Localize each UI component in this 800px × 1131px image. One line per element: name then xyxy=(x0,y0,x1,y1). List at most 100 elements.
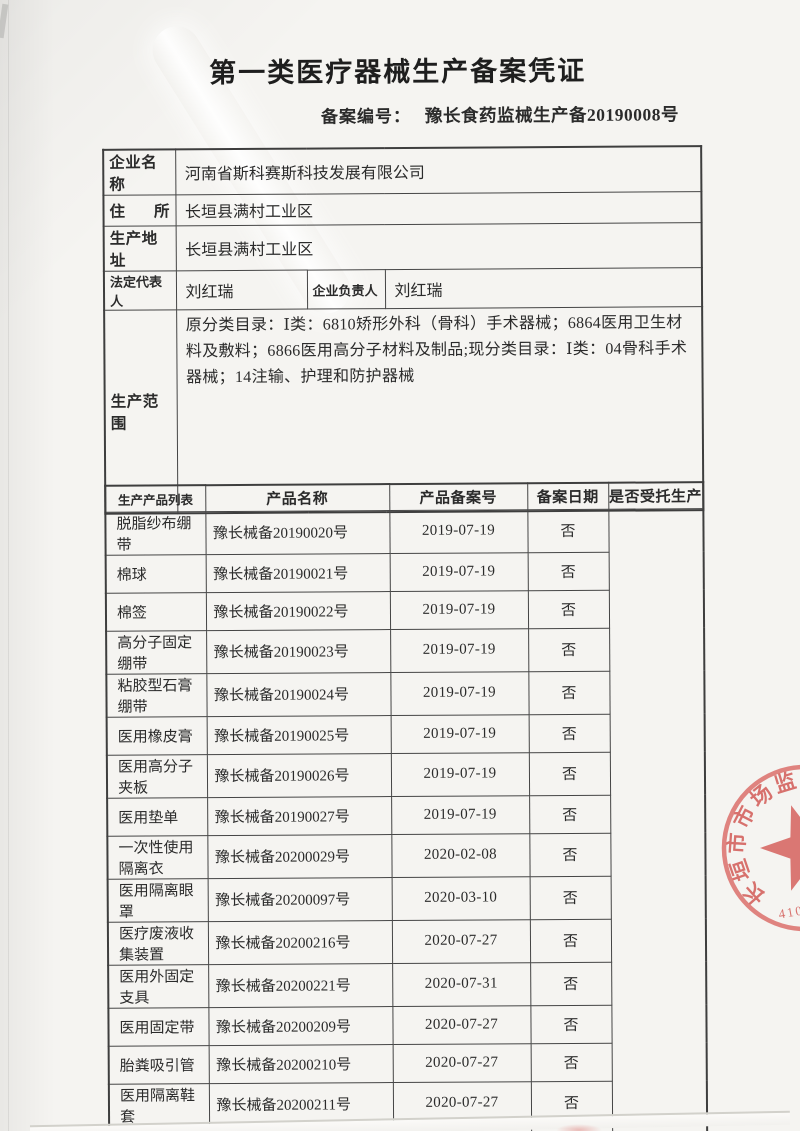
product-row: 一次性使用隔离衣 豫长械备20200029号 2020-02-08 否 xyxy=(107,832,705,879)
product-reg-no-cell: 豫长械备20190024号 xyxy=(206,672,391,717)
residence-value: 长垣县满村工业区 xyxy=(175,191,702,226)
product-name-cell: 棉签 xyxy=(105,592,207,631)
seal-star xyxy=(760,805,800,891)
product-name-cell: 棉球 xyxy=(105,554,206,593)
product-reg-no-cell: 豫长械备20190021号 xyxy=(205,553,390,593)
product-row: 医用固定带 豫长械备20200209号 2020-07-27 否 xyxy=(108,1004,706,1046)
entrusted-flag-cell: 否 xyxy=(528,627,610,672)
product-reg-no-cell: 豫长械备20190025号 xyxy=(206,715,391,755)
filing-date-cell: 2019-07-19 xyxy=(390,671,529,716)
production-address-value: 长垣县满村工业区 xyxy=(175,222,702,271)
entrusted-flag-cell: 否 xyxy=(527,589,610,629)
entrusted-flag-cell: 否 xyxy=(528,670,610,715)
filing-date-cell: 2019-07-19 xyxy=(389,509,528,554)
product-name-cell: 高分子固定绷带 xyxy=(106,630,207,674)
product-row: 医用外固定支具 豫长械备20200221号 2020-07-31 否 xyxy=(108,961,706,1008)
entrusted-flag-cell: 否 xyxy=(530,961,612,1006)
filing-date-cell: 2020-07-27 xyxy=(392,1043,531,1083)
svg-text:长: 长 xyxy=(738,877,771,909)
product-name-cell: 医用橡皮膏 xyxy=(106,716,207,755)
entrusted-flag-cell: 否 xyxy=(529,832,611,877)
svg-text:市: 市 xyxy=(724,832,749,855)
product-name-cell: 医用垫单 xyxy=(107,797,208,836)
product-row: 胎粪吸引管 豫长械备20200210号 2020-07-27 否 xyxy=(108,1042,707,1084)
seal-ring xyxy=(721,764,800,932)
filing-date-cell: 2019-07-19 xyxy=(390,714,529,754)
legal-representative-value: 刘红瑞 xyxy=(175,270,308,310)
column-header-product-reg-no: 产品备案号 xyxy=(389,483,528,511)
product-name-cell: 脱脂纱布绷带 xyxy=(105,511,206,555)
product-row: 医用橡皮膏 豫长械备20190025号 2019-07-19 否 xyxy=(106,713,705,755)
product-name-cell: 医用外固定支具 xyxy=(108,964,209,1008)
product-row: 医疗废液收集装置 豫长械备20200216号 2020-07-27 否 xyxy=(107,918,706,965)
product-reg-no-cell: 豫长械备20200210号 xyxy=(208,1044,393,1084)
entrusted-flag-cell: 否 xyxy=(528,751,611,796)
bottom-seal-smudge xyxy=(556,1124,602,1131)
product-reg-no-cell: 豫长械备20200097号 xyxy=(207,877,392,922)
product-reg-no-cell: 豫长械备20190023号 xyxy=(206,629,391,674)
product-reg-no-cell: 豫长械备20200216号 xyxy=(207,920,393,965)
product-reg-no-cell: 豫长械备20200029号 xyxy=(207,834,392,879)
entrusted-flag-cell: 否 xyxy=(529,875,611,920)
residence-label: 住所 xyxy=(103,194,176,227)
product-row: 棉签 豫长械备20190022号 2019-07-19 否 xyxy=(105,589,704,631)
company-name-label: 企业名称 xyxy=(103,149,176,196)
legal-representative-label: 法定代表人 xyxy=(103,270,177,311)
scan-left-edge-shading xyxy=(0,0,55,1131)
scan-crease-line xyxy=(8,0,9,1131)
product-name-cell: 医用隔离眼罩 xyxy=(107,878,208,922)
column-header-filing-date: 备案日期 xyxy=(527,482,609,510)
enterprise-manager-value: 刘红瑞 xyxy=(384,267,703,309)
product-row: 脱脂纱布绷带 豫长械备20190020号 2019-07-19 否 xyxy=(105,508,703,555)
product-reg-no-cell: 豫长械备20190027号 xyxy=(207,796,392,836)
svg-text:监: 监 xyxy=(772,768,799,797)
product-list-table: 生产产品列表 产品名称 产品备案号 备案日期 是否受托生产 脱脂纱布绷带 豫长械备… xyxy=(104,481,709,1131)
company-name-value: 河南省斯科赛斯科技发展有限公司 xyxy=(175,146,702,195)
production-address-label: 生产地址 xyxy=(103,225,176,272)
product-row: 医用高分子夹板 豫长械备20190026号 2019-07-19 否 xyxy=(106,751,705,798)
certificate-title: 第一类医疗器械生产备案凭证 xyxy=(209,55,587,89)
entrusted-flag-cell: 否 xyxy=(527,551,609,591)
filing-number-line: 备案编号： 豫长食药监械生产备20190008号 xyxy=(321,100,679,128)
entrusted-flag-cell: 否 xyxy=(529,918,612,963)
product-name-cell: 一次性使用隔离衣 xyxy=(107,835,208,879)
filing-date-cell: 2020-07-31 xyxy=(392,962,531,1007)
product-name-cell: 粘胶型石膏绷带 xyxy=(106,673,207,717)
entrusted-flag-cell: 否 xyxy=(528,713,610,753)
filing-date-cell: 2019-07-19 xyxy=(389,552,528,592)
filing-date-cell: 2019-07-19 xyxy=(390,628,529,673)
filing-date-cell: 2019-07-19 xyxy=(389,590,529,630)
product-row: 医用垫单 豫长械备20190027号 2019-07-19 否 xyxy=(107,794,705,836)
filing-date-cell: 2019-07-19 xyxy=(390,752,530,797)
product-row: 粘胶型石膏绷带 豫长械备20190024号 2019-07-19 否 xyxy=(106,670,704,717)
product-reg-no-cell: 豫长械备20190020号 xyxy=(205,510,390,555)
filing-number-label: 备案编号： xyxy=(320,106,412,127)
column-header-entrusted: 是否受托生产 xyxy=(608,482,704,509)
svg-text:垣: 垣 xyxy=(726,856,756,884)
filing-number-value: 豫长食药监械生产备20190008号 xyxy=(424,104,680,126)
entrusted-flag-cell: 否 xyxy=(530,1004,612,1044)
column-header-product-name: 产品名称 xyxy=(205,484,390,512)
filing-date-cell: 2020-02-08 xyxy=(391,833,530,878)
product-reg-no-cell: 豫长械备20190022号 xyxy=(205,591,391,631)
product-row: 棉球 豫长械备20190021号 2019-07-19 否 xyxy=(105,551,704,593)
product-name-cell: 医用高分子夹板 xyxy=(106,754,208,798)
product-name-cell: 医用隔离鞋套 xyxy=(108,1083,210,1127)
filing-date-cell: 2020-03-10 xyxy=(391,876,530,921)
filing-date-cell: 2019-07-19 xyxy=(391,795,530,835)
product-reg-no-cell: 豫长械备20200209号 xyxy=(208,1006,393,1046)
entrusted-flag-cell: 否 xyxy=(530,1042,612,1082)
production-scope-label: 生产范围 xyxy=(104,309,178,514)
product-name-cell: 胎粪吸引管 xyxy=(108,1045,209,1084)
svg-text:场: 场 xyxy=(746,780,778,812)
filing-date-cell: 2020-07-27 xyxy=(392,1005,531,1045)
filing-date-cell: 2020-07-27 xyxy=(391,919,531,964)
product-name-cell: 医疗废液收集装置 xyxy=(107,921,209,965)
product-row: 医用隔离眼罩 豫长械备20200097号 2020-03-10 否 xyxy=(107,875,706,922)
entrusted-flag-cell: 否 xyxy=(529,794,611,834)
product-reg-no-cell: 豫长械备20190026号 xyxy=(206,753,392,798)
official-red-seal: 长 垣 市 市 场 监 41072 xyxy=(721,764,800,932)
product-list-side-label: 生产产品列表 xyxy=(105,485,206,512)
